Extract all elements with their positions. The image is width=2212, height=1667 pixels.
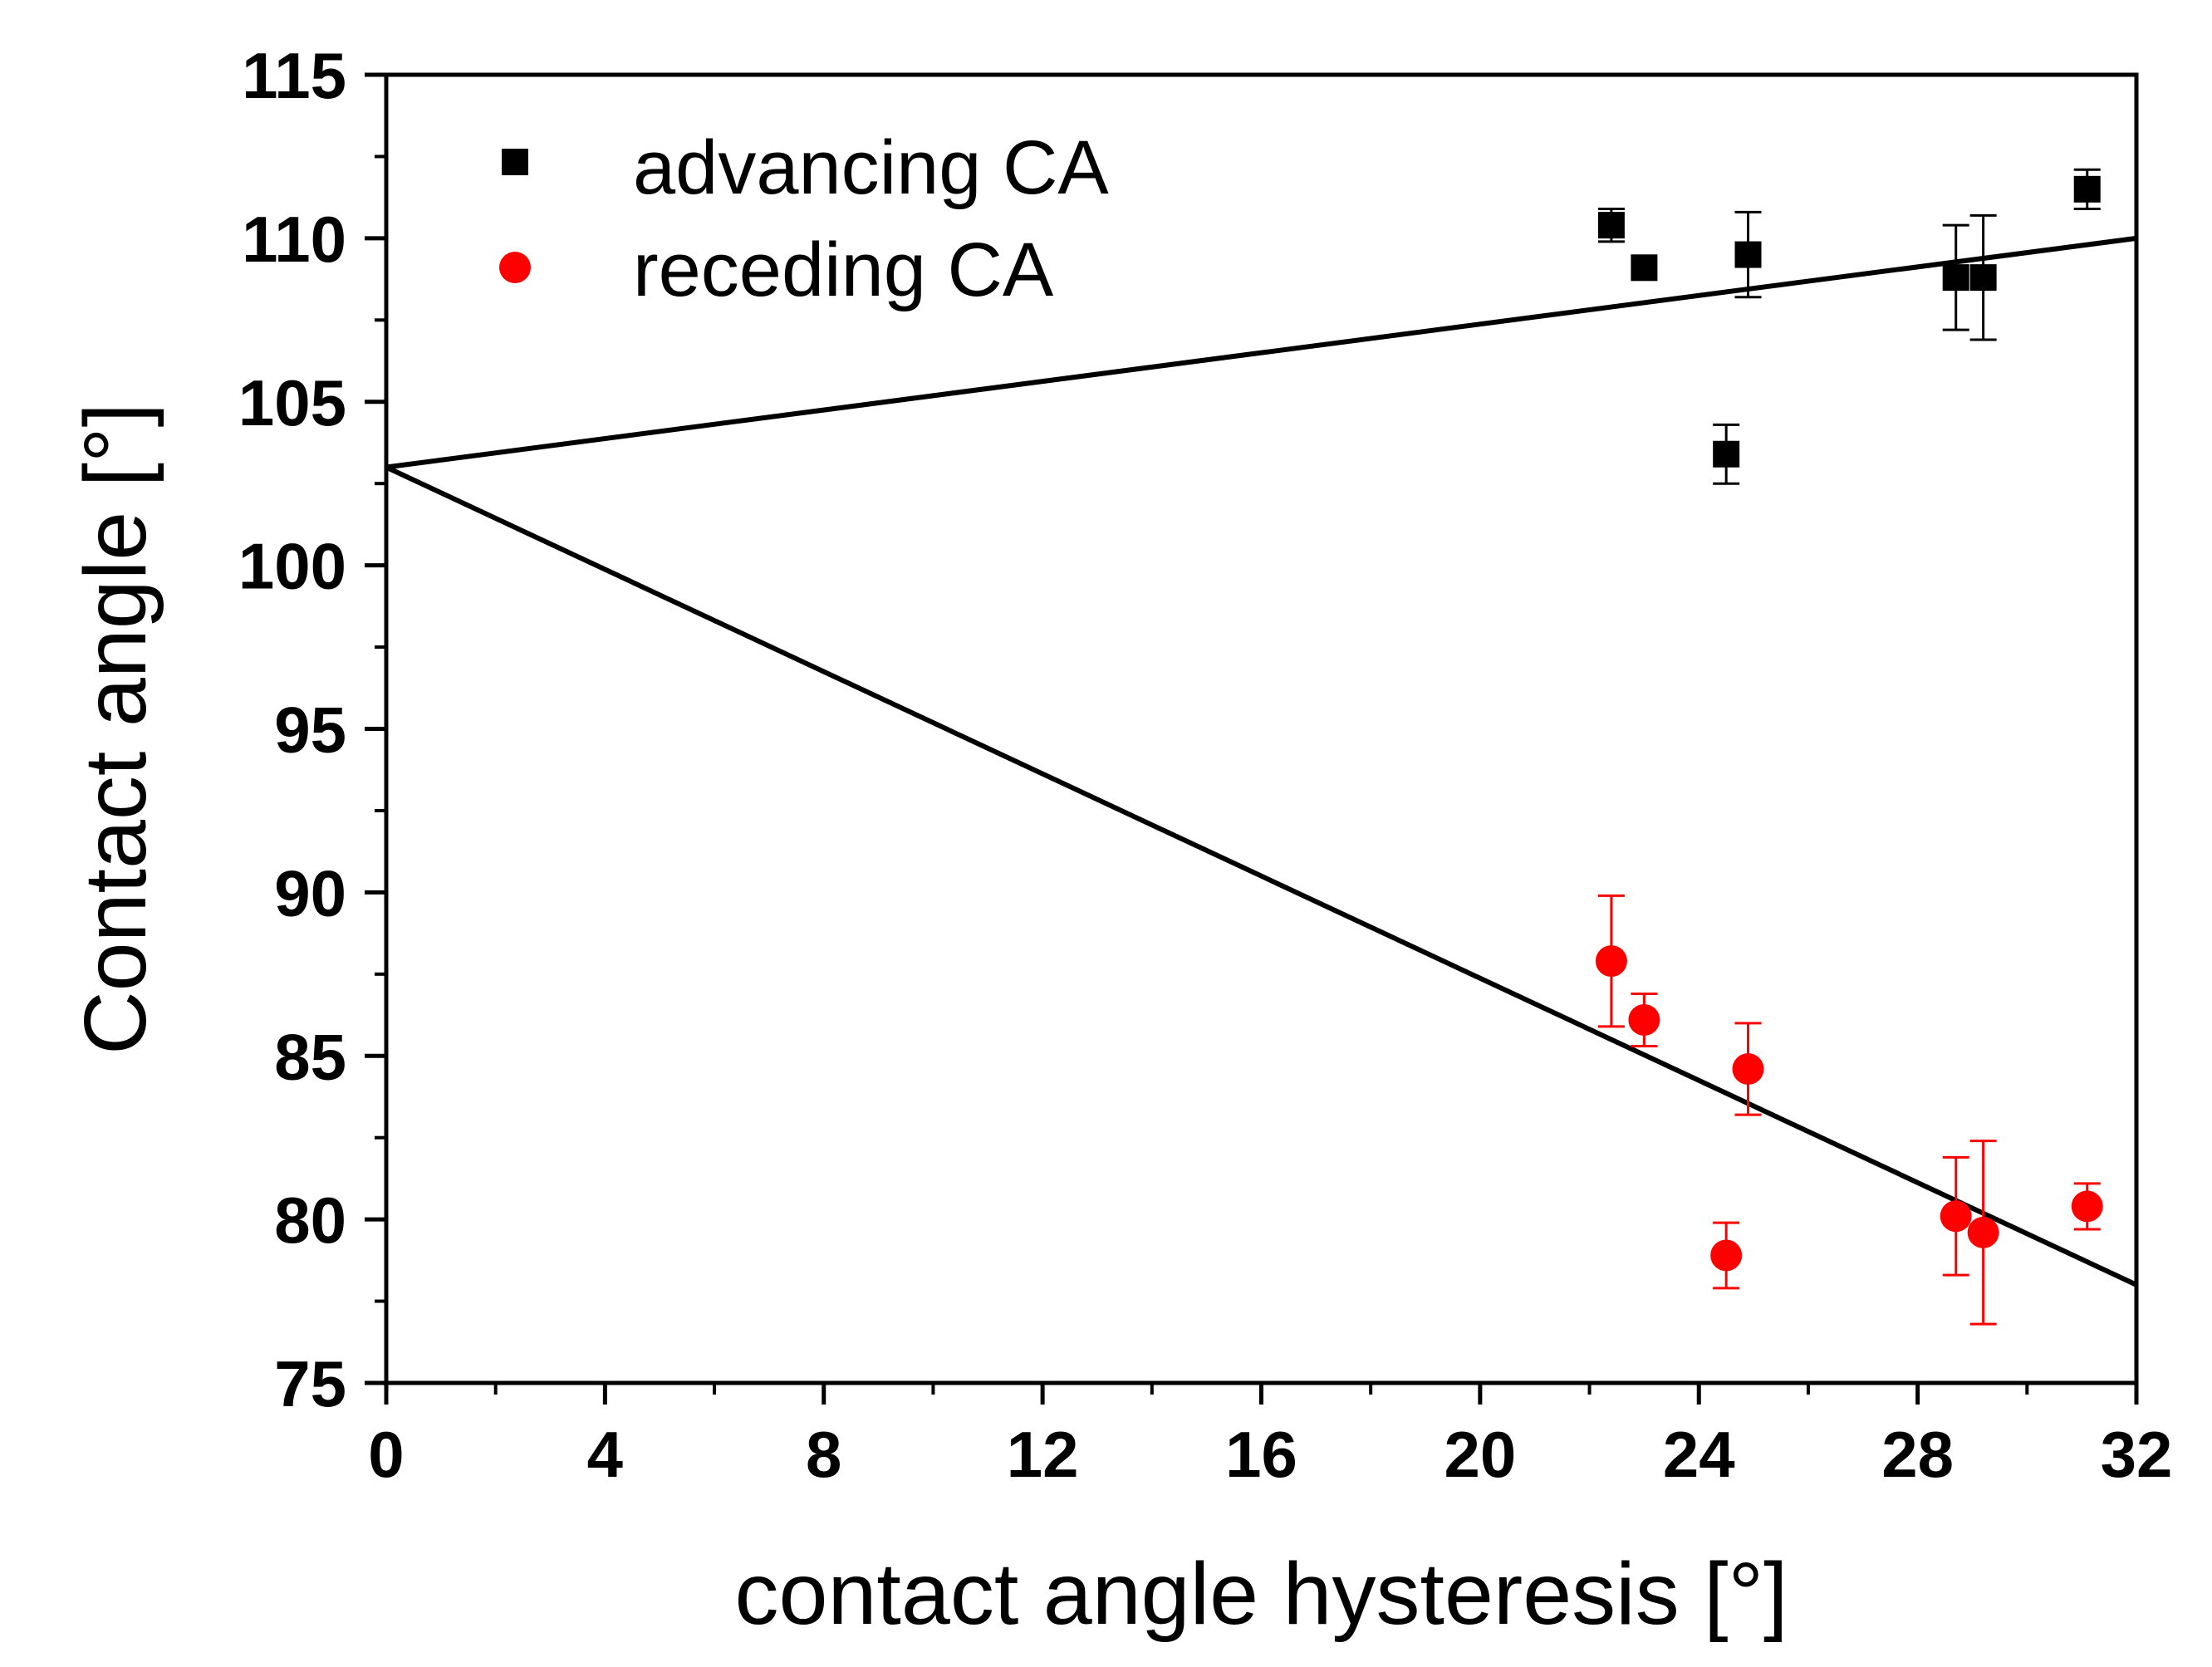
y-axis-title: Contact angle [°] [66, 403, 164, 1055]
advancing-point [1735, 242, 1762, 268]
x-tick-label: 32 [2101, 1418, 2173, 1491]
x-tick-label: 24 [1663, 1418, 1735, 1491]
data-markers [1596, 176, 2103, 1272]
x-tick-label: 20 [1444, 1418, 1516, 1491]
advancing-point [2074, 176, 2101, 203]
x-tick-label: 0 [368, 1418, 404, 1491]
x-tick-label: 12 [1007, 1418, 1079, 1491]
chart: 0 4 8 12 16 20 24 28 32 75 80 85 90 95 100 105 110 115 ad… [0, 0, 2212, 1667]
legend-label-receding: receding CA [633, 228, 1054, 312]
x-tick-label: 16 [1225, 1418, 1297, 1491]
y-tick-label: 105 [238, 366, 346, 439]
receding-point [1733, 1053, 1764, 1085]
y-tick-label: 115 [242, 39, 346, 112]
y-tick-label: 85 [274, 1020, 346, 1093]
y-tick-label: 100 [238, 530, 346, 603]
advancing-point [1970, 264, 1997, 291]
y-tick-label: 90 [274, 856, 346, 929]
legend-marker-receding [499, 252, 531, 283]
x-tick-label: 28 [1881, 1418, 1954, 1491]
legend: advancing CA receding CA [499, 125, 1109, 312]
tick-labels: 0 4 8 12 16 20 24 28 32 75 80 85 90 95 100 105 110 115 [238, 39, 2173, 1491]
y-tick-label: 95 [274, 694, 346, 767]
receding-point [1968, 1217, 1999, 1248]
trend-lines [386, 238, 2136, 1285]
receding-point [1628, 1004, 1660, 1036]
y-tick-label: 75 [274, 1347, 346, 1420]
x-axis-title: contact angle hysteresis [°] [735, 1545, 1788, 1643]
y-tick-label: 80 [274, 1184, 346, 1257]
y-tick-label: 110 [242, 203, 346, 276]
advancing-point [1943, 264, 1969, 291]
receding-point [2072, 1190, 2103, 1222]
advancing-point [1713, 441, 1739, 468]
receding-trend-line [386, 468, 2136, 1285]
legend-marker-advancing [502, 149, 528, 175]
legend-label-advancing: advancing CA [633, 125, 1109, 210]
x-tick-label: 4 [587, 1418, 623, 1491]
receding-point [1940, 1200, 1972, 1232]
advancing-point [1631, 254, 1657, 281]
receding-point [1596, 945, 1627, 977]
advancing-point [1598, 212, 1625, 238]
receding-point [1710, 1239, 1742, 1271]
x-tick-label: 8 [806, 1418, 841, 1491]
